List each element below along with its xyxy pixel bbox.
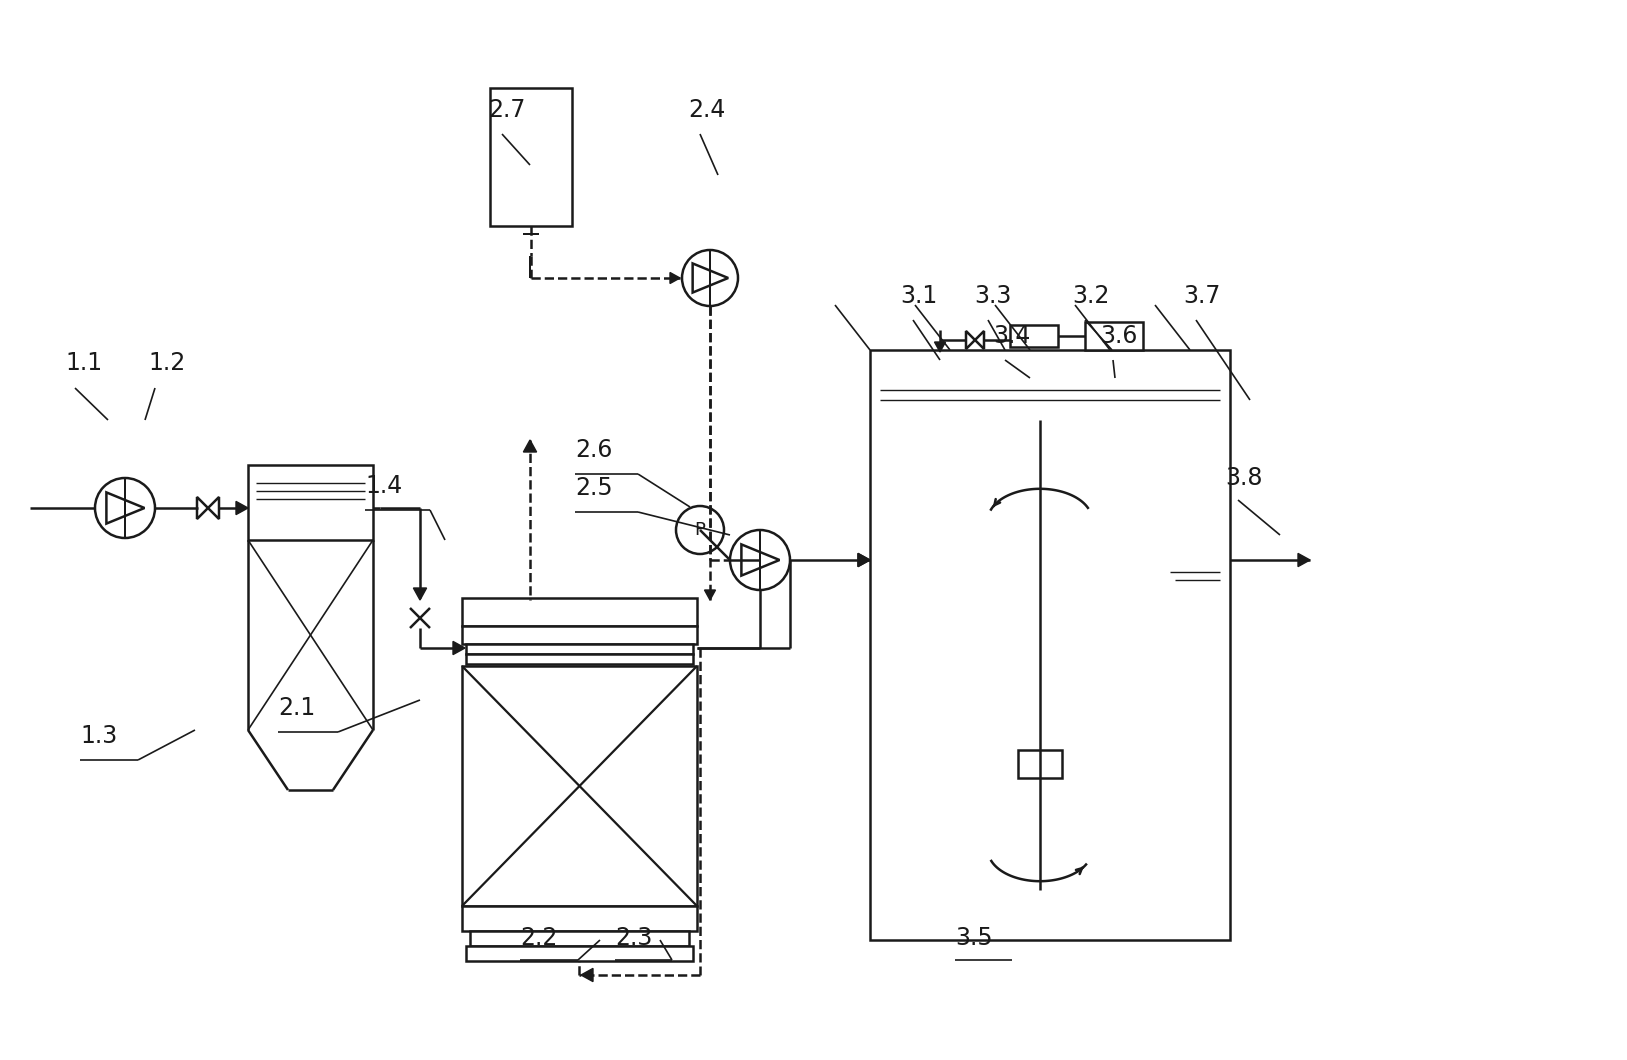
Bar	[1010, 325, 1058, 347]
Bar	[1019, 750, 1062, 778]
Bar	[462, 626, 696, 644]
Bar	[465, 946, 693, 961]
Text: 3.4: 3.4	[992, 324, 1030, 348]
Text: 1.4: 1.4	[364, 474, 402, 498]
Polygon shape	[236, 501, 247, 514]
Bar	[870, 350, 1230, 940]
Polygon shape	[704, 590, 716, 600]
Polygon shape	[524, 440, 537, 452]
Polygon shape	[208, 497, 220, 519]
Text: 3.5: 3.5	[955, 926, 992, 950]
Text: 1.2: 1.2	[148, 351, 185, 375]
Bar	[490, 88, 573, 226]
Text: 2.2: 2.2	[521, 926, 558, 950]
Polygon shape	[966, 331, 975, 349]
Text: 2.1: 2.1	[278, 696, 316, 720]
Bar	[470, 931, 688, 946]
Circle shape	[682, 250, 739, 306]
Polygon shape	[742, 545, 779, 576]
Circle shape	[731, 530, 791, 590]
Text: 3.3: 3.3	[975, 284, 1012, 308]
Polygon shape	[197, 497, 208, 519]
Text: 2.5: 2.5	[574, 476, 613, 500]
Text: 2.4: 2.4	[688, 98, 726, 122]
Bar	[465, 654, 693, 664]
Polygon shape	[581, 969, 592, 982]
Bar	[462, 598, 696, 626]
Text: 1.1: 1.1	[65, 351, 103, 375]
Polygon shape	[857, 553, 870, 567]
Polygon shape	[452, 641, 465, 655]
Text: 3.2: 3.2	[1072, 284, 1110, 308]
Bar	[462, 666, 696, 906]
Bar	[247, 465, 373, 540]
Text: 2.6: 2.6	[574, 438, 612, 462]
Bar	[1085, 322, 1144, 350]
Circle shape	[94, 478, 155, 538]
Polygon shape	[693, 264, 729, 293]
Text: 3.6: 3.6	[1100, 324, 1137, 348]
Text: 2.7: 2.7	[488, 98, 526, 122]
Bar	[465, 644, 693, 654]
Circle shape	[675, 506, 724, 554]
Bar	[462, 906, 696, 931]
Text: P: P	[695, 522, 706, 538]
Polygon shape	[413, 588, 426, 600]
Polygon shape	[857, 553, 870, 567]
Text: 3.8: 3.8	[1225, 466, 1263, 490]
Polygon shape	[106, 493, 145, 524]
Polygon shape	[670, 272, 680, 283]
Polygon shape	[934, 342, 945, 352]
Polygon shape	[1298, 553, 1310, 567]
Text: 1.3: 1.3	[80, 724, 117, 748]
Text: 2.3: 2.3	[615, 926, 652, 950]
Text: 3.1: 3.1	[900, 284, 937, 308]
Text: 3.7: 3.7	[1183, 284, 1220, 308]
Polygon shape	[975, 331, 984, 349]
